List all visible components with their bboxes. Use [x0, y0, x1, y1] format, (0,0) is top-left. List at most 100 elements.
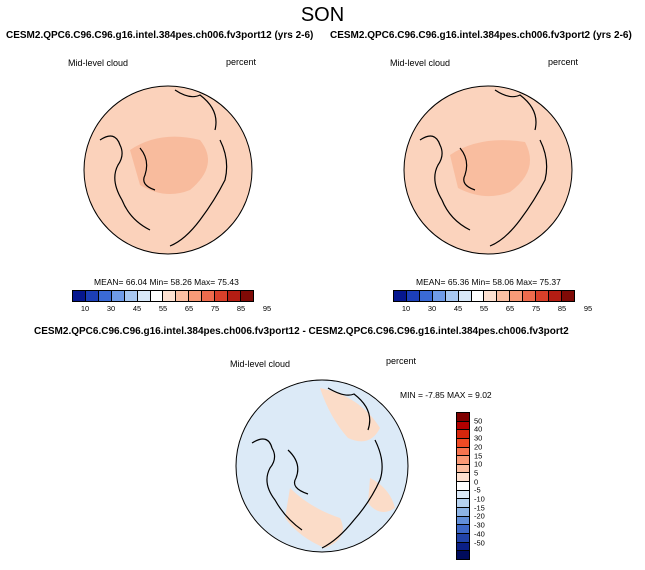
colorbar-box [510, 291, 524, 301]
panel-2-deep-shading [450, 140, 530, 197]
colorbar-box [457, 456, 469, 465]
panel-2-variable: Mid-level cloud [390, 58, 451, 68]
colorbar-box [523, 291, 537, 301]
colorbar-tick-label: 30 [106, 304, 116, 313]
panel-1-map [83, 85, 253, 255]
colorbar-box [457, 533, 469, 543]
colorbar-box [457, 490, 469, 500]
colorbar-box [457, 430, 469, 439]
colorbar-tick-label: -15 [474, 503, 485, 513]
colorbar-box [549, 291, 562, 301]
colorbar-box [98, 291, 112, 301]
colorbar-box [457, 464, 469, 474]
colorbar-box [457, 551, 469, 559]
colorbar-tick-label: 65 [505, 304, 515, 313]
diff-units: percent [386, 356, 417, 366]
colorbar-tick-label: 45 [453, 304, 463, 313]
colorbar-tick-label: 85 [236, 304, 246, 313]
panel-2-stats: MEAN= 65.36 Min= 58.06 Max= 75.37 [416, 277, 561, 287]
colorbar-box [137, 291, 151, 301]
colorbar-tick-label: 45 [132, 304, 142, 313]
diff-variable: Mid-level cloud [230, 359, 291, 369]
colorbar-box [457, 473, 469, 483]
panel-1-coastline [99, 89, 228, 247]
diff-coastline [251, 387, 383, 549]
colorbar-box [432, 291, 446, 301]
panel-1-units: percent [226, 57, 257, 67]
colorbar-box [85, 291, 99, 301]
colorbar-box [457, 482, 469, 491]
season-title: SON [300, 4, 345, 26]
colorbar-tick-label: 50 [474, 416, 483, 426]
colorbar-tick-label: -50 [474, 538, 485, 548]
colorbar-box [457, 542, 469, 552]
colorbar-tick-label: 40 [474, 424, 483, 434]
colorbar-box [457, 525, 469, 534]
panel-2-colorbar [393, 290, 575, 302]
colorbar-tick-label: 30 [427, 304, 437, 313]
colorbar-tick-label: -30 [474, 520, 485, 530]
panel-1-deep-shading [130, 136, 208, 194]
colorbar-box [457, 447, 469, 457]
colorbar-box [484, 291, 498, 301]
colorbar-tick-label: 10 [474, 459, 483, 469]
colorbar-tick-label: -10 [474, 494, 485, 504]
colorbar-box [445, 291, 459, 301]
colorbar-tick-label: 15 [474, 451, 483, 461]
colorbar-box [458, 291, 472, 301]
diff-stats: MIN = -7.85 MAX = 9.02 [400, 390, 492, 400]
colorbar-box [536, 291, 550, 301]
colorbar-box [457, 421, 469, 431]
colorbar-tick-label: 95 [262, 304, 272, 313]
colorbar-box [406, 291, 420, 301]
diff-title: CESM2.QPC6.C96.C96.g16.intel.384pes.ch00… [34, 326, 569, 337]
colorbar-tick-label: 85 [557, 304, 567, 313]
colorbar-box [457, 413, 469, 422]
panel-2-coastline [419, 89, 548, 247]
colorbar-box [457, 499, 469, 509]
colorbar-tick-label: 55 [158, 304, 168, 313]
colorbar-box [150, 291, 164, 301]
diff-map [235, 379, 409, 553]
colorbar-box [497, 291, 511, 301]
colorbar-tick-label: 65 [184, 304, 194, 313]
colorbar-box [419, 291, 433, 301]
colorbar-box [471, 291, 485, 301]
panel-1-colorbar [72, 290, 254, 302]
colorbar-box [189, 291, 203, 301]
colorbar-tick-label: -20 [474, 511, 485, 521]
colorbar-box [457, 516, 469, 526]
colorbar-box [457, 508, 469, 517]
colorbar-tick-label: 0 [474, 477, 479, 487]
panel-1-variable: Mid-level cloud [68, 58, 129, 68]
colorbar-box [124, 291, 138, 301]
diff-colorbar [456, 412, 470, 560]
colorbar-box [176, 291, 190, 301]
colorbar-tick-label: 10 [80, 304, 90, 313]
colorbar-tick-label: 75 [531, 304, 541, 313]
colorbar-tick-label: 20 [474, 442, 483, 452]
colorbar-tick-label: 30 [474, 433, 483, 443]
colorbar-box [215, 291, 229, 301]
colorbar-tick-label: 10 [401, 304, 411, 313]
colorbar-tick-label: 95 [583, 304, 593, 313]
colorbar-box [163, 291, 177, 301]
colorbar-box [228, 291, 241, 301]
diff-positive-shading [285, 388, 395, 548]
panel-2-map [403, 85, 573, 255]
colorbar-tick-label: -40 [474, 529, 485, 539]
colorbar-tick-label: 75 [210, 304, 220, 313]
panel-1-stats: MEAN= 66.04 Min= 58.26 Max= 75.43 [94, 277, 239, 287]
colorbar-tick-label: -5 [474, 485, 481, 495]
colorbar-box [202, 291, 216, 301]
panel-2-title: CESM2.QPC6.C96.C96.g16.intel.384pes.ch00… [330, 30, 632, 41]
colorbar-box [111, 291, 125, 301]
colorbar-box [73, 291, 86, 301]
panel-2-units: percent [548, 57, 579, 67]
panel-1-title: CESM2.QPC6.C96.C96.g16.intel.384pes.ch00… [6, 30, 314, 41]
colorbar-box [394, 291, 407, 301]
colorbar-tick-label: 55 [479, 304, 489, 313]
colorbar-box [457, 438, 469, 448]
colorbar-box [561, 291, 574, 301]
colorbar-tick-label: 5 [474, 468, 479, 478]
